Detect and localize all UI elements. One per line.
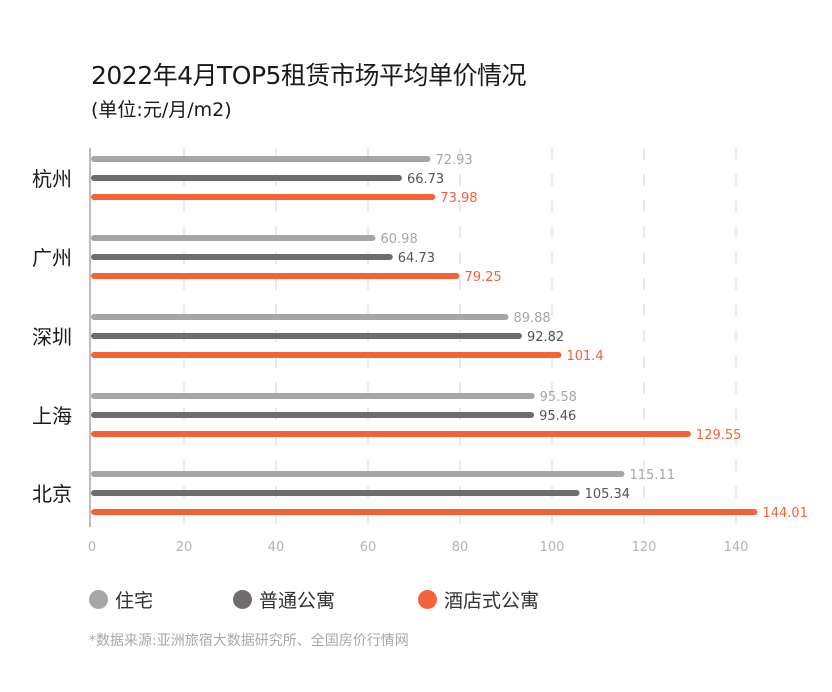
x-tick-label: 20 [176, 540, 193, 555]
value-label: 64.73 [398, 251, 435, 266]
x-tick-label: 0 [88, 540, 96, 555]
x-tick-label: 140 [724, 540, 749, 555]
legend-dot-icon [89, 590, 108, 609]
legend-item-residential: 住宅 [89, 586, 153, 613]
x-tick-label: 60 [360, 540, 377, 555]
legend-label: 住宅 [115, 590, 154, 612]
value-label: 73.98 [440, 191, 477, 206]
chart-subtitle: (单位:元/月/m2) [91, 99, 232, 121]
source-note: *数据来源:亚洲旅宿大数据研究所、全国房价行情网 [89, 633, 409, 649]
value-label: 105.34 [585, 487, 631, 502]
value-label: 79.25 [465, 270, 502, 285]
x-tick-label: 120 [632, 540, 657, 555]
value-label: 95.58 [540, 390, 577, 405]
value-label: 144.01 [762, 506, 808, 521]
legend-label: 普通公寓 [259, 590, 336, 612]
value-label: 95.46 [539, 409, 576, 424]
legend-dot-icon [418, 590, 437, 609]
value-label: 101.4 [566, 349, 603, 364]
x-tick-label: 40 [268, 540, 285, 555]
value-label: 72.93 [435, 153, 472, 168]
value-label: 92.82 [527, 330, 564, 345]
value-label: 115.11 [630, 468, 676, 483]
legend-dot-icon [233, 590, 252, 609]
value-label: 60.98 [381, 232, 418, 247]
category-label: 广州 [32, 246, 72, 270]
category-label: 北京 [32, 482, 72, 506]
legend-item-apartment: 普通公寓 [233, 586, 335, 613]
value-label: 129.55 [696, 428, 742, 443]
x-tick-label: 100 [540, 540, 565, 555]
category-label: 上海 [32, 404, 72, 428]
chart-title: 2022年4月TOP5租赁市场平均单价情况 [91, 61, 526, 90]
legend-label: 酒店式公寓 [444, 590, 540, 612]
value-label: 66.73 [407, 172, 444, 187]
category-label: 杭州 [32, 167, 72, 191]
value-label: 89.88 [513, 311, 550, 326]
x-tick-label: 80 [452, 540, 469, 555]
category-label: 深圳 [32, 325, 72, 349]
legend-item-serviced-apartment: 酒店式公寓 [418, 586, 539, 613]
